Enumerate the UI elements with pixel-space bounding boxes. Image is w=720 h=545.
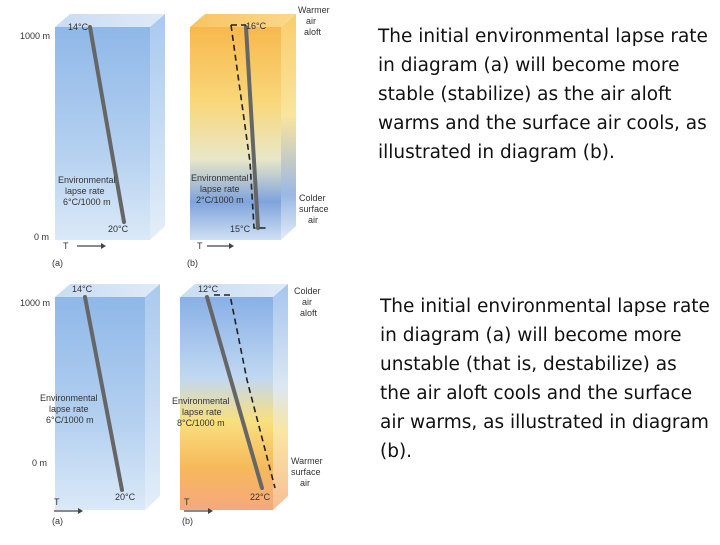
temperature-axis-label-a: T: [63, 241, 69, 251]
temperature-axis-label-a: T: [54, 497, 60, 507]
arrow-head-a: [101, 243, 106, 249]
lapse-rate-label-b-line1: Environmental: [191, 173, 249, 183]
column-a-front-face: [55, 27, 150, 240]
lapse-rate-label-a-line1: Environmental: [58, 175, 116, 185]
column-b-top-face: [190, 14, 296, 27]
lapse-rate-label-b-line2: lapse rate: [200, 184, 240, 194]
initial-lapse-rate-dashed: [230, 24, 266, 229]
temp-label-bottom-a: 20°C: [115, 492, 136, 502]
column-a-side-face: [145, 284, 160, 510]
caption-destabilize: The initial environmental lapse rate in …: [380, 296, 710, 462]
column-b-front-face: [190, 27, 281, 240]
caption-stabilize: The initial environmental lapse rate in …: [378, 26, 708, 163]
side-label-top-line2: air: [302, 297, 312, 307]
lapse-rate-label-a-line2: lapse rate: [65, 186, 105, 196]
temp-label-bottom-b: 15°C: [230, 224, 251, 234]
side-label-top-line3: aloft: [300, 308, 318, 318]
column-a: [55, 284, 160, 510]
column-b-top-face: [180, 284, 288, 297]
temp-label-top-a: 14°C: [68, 22, 89, 32]
lapse-rate-line-a: [83, 295, 124, 492]
temp-label-top-a: 14°C: [72, 284, 93, 294]
temp-label-top-b: 12°C: [198, 284, 219, 294]
lapse-rate-label-a-line3: 6°C/1000 m: [46, 415, 94, 425]
stabilizing-diagram-svg: 1000 m 0 m 14°C 20°C Environmental lapse…: [20, 5, 330, 268]
side-label-top-line3: aloft: [304, 27, 322, 37]
lapse-rate-label-a-line3: 6°C/1000 m: [63, 197, 111, 207]
temperature-axis-label-b: T: [184, 497, 190, 507]
column-a: [55, 14, 165, 240]
lapse-rate-label-b-line2: lapse rate: [182, 407, 222, 417]
lapse-rate-line-b: [205, 295, 264, 490]
panel-label-b: (b): [182, 516, 193, 526]
side-label-bottom-line3: air: [308, 215, 318, 225]
lapse-rate-label-b-line3: 2°C/1000 m: [196, 195, 244, 205]
altitude-label-top: 1000 m: [20, 298, 50, 308]
side-label-bottom-line2: surface: [291, 467, 321, 477]
column-a-top-face: [55, 14, 165, 27]
panel-label-a: (a): [52, 516, 63, 526]
arrow-head-a: [78, 508, 83, 514]
arrow-head-b: [229, 243, 234, 249]
lapse-rate-line-a: [88, 25, 126, 224]
stabilizing-diagram: 1000 m 0 m 14°C 20°C Environmental lapse…: [0, 0, 360, 270]
lapse-rate-label-a-line2: lapse rate: [49, 404, 89, 414]
temp-label-top-b: 16°C: [246, 21, 267, 31]
panel-label-a: (a): [52, 258, 63, 268]
side-label-bottom-line2: surface: [299, 204, 329, 214]
lapse-rate-label-b-line3: 8°C/1000 m: [177, 418, 225, 428]
lapse-rate-label-b-line1: Environmental: [172, 396, 230, 406]
panel-label-b: (b): [187, 258, 198, 268]
temp-label-bottom-a: 20°C: [108, 224, 129, 234]
altitude-label-top: 1000 m: [20, 31, 50, 41]
column-a-side-face: [150, 14, 165, 240]
side-label-top-line1: Warmer: [298, 5, 330, 15]
side-label-bottom-line1: Colder: [299, 193, 326, 203]
destabilizing-diagram: 1000 m 0 m 14°C 20°C Environmental lapse…: [0, 270, 360, 540]
column-b-side-face: [273, 284, 288, 510]
column-b: [190, 14, 296, 240]
side-label-bottom-line1: Warmer: [291, 456, 323, 466]
side-label-bottom-line3: air: [300, 478, 310, 488]
altitude-label-bottom: 0 m: [34, 232, 49, 242]
column-a-top-face: [55, 284, 160, 297]
side-label-top-line2: air: [306, 16, 316, 26]
column-a-front-face: [55, 297, 145, 510]
arrow-head-b: [208, 508, 213, 514]
altitude-label-bottom: 0 m: [32, 458, 47, 468]
destabilizing-diagram-svg: 1000 m 0 m 14°C 20°C Environmental lapse…: [20, 284, 323, 526]
side-label-top-line1: Colder: [294, 286, 321, 296]
temperature-axis-label-b: T: [197, 241, 203, 251]
lapse-rate-line-b: [244, 25, 260, 230]
temp-label-bottom-b: 22°C: [250, 492, 271, 502]
lapse-rate-label-a-line1: Environmental: [40, 393, 98, 403]
column-b-side-face: [281, 14, 296, 240]
